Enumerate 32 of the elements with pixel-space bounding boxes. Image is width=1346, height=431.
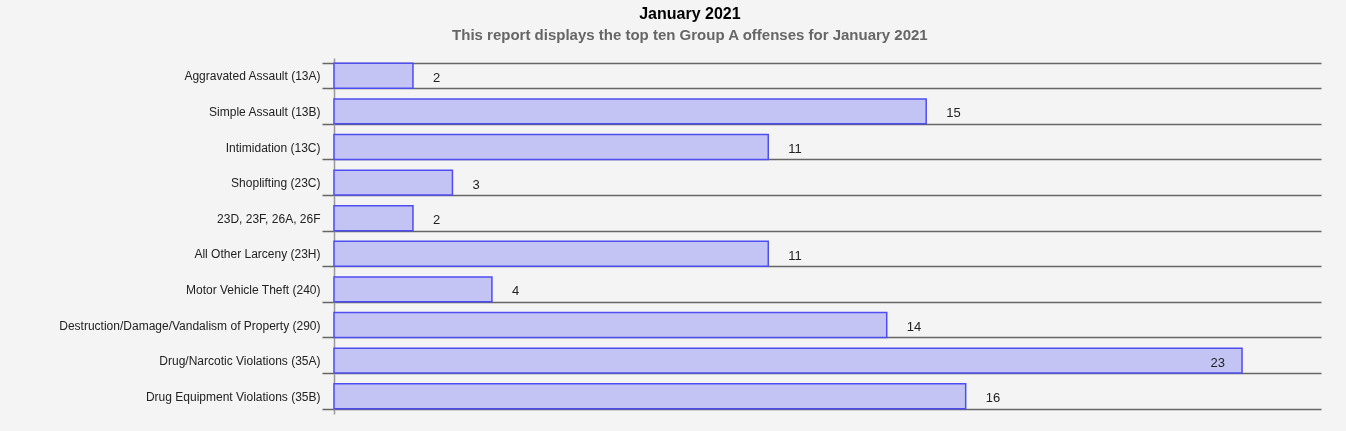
y-tick-label: Shoplifting (23C) [231, 176, 321, 191]
y-tick-label: Destruction/Damage/Vandalism of Property (290) [59, 318, 321, 333]
data-label: 4 [511, 283, 520, 299]
y-tick-label: Simple Assault (13B) [209, 104, 321, 119]
bar [333, 133, 770, 161]
y-tick-label: Aggravated Assault (13A) [184, 69, 321, 84]
y-tick-label: All Other Larceny (23H) [194, 247, 321, 262]
bar [333, 98, 927, 125]
bar [333, 240, 770, 268]
data-label: 3 [472, 176, 480, 192]
bar [333, 382, 967, 410]
data-label: 2 [432, 212, 441, 228]
data-label: 23 [1210, 354, 1226, 370]
bar [333, 276, 493, 303]
bar [333, 347, 1243, 374]
bar [333, 204, 414, 232]
chart-title: January 2021 [639, 5, 741, 22]
bar [333, 169, 454, 196]
chart-subtitle: This report displays the top ten Group A offenses for January 2021 [452, 26, 928, 43]
y-tick-label: Intimidation (13C) [225, 140, 321, 155]
y-tick-label: Drug Equipment Violations (35B) [145, 389, 321, 404]
data-label: 11 [788, 247, 802, 263]
data-label: 14 [906, 319, 922, 334]
data-label: 2 [432, 69, 441, 85]
bar [333, 62, 414, 90]
y-tick-label: Motor Vehicle Theft (240) [185, 282, 321, 297]
y-tick-label: 23D, 23F, 26A, 26F [217, 211, 321, 226]
data-label: 16 [985, 390, 1001, 406]
bar [333, 311, 888, 339]
data-label: 15 [946, 105, 961, 121]
data-label: 11 [788, 141, 802, 156]
y-tick-label: Drug/Narcotic Violations (35A) [159, 354, 321, 369]
